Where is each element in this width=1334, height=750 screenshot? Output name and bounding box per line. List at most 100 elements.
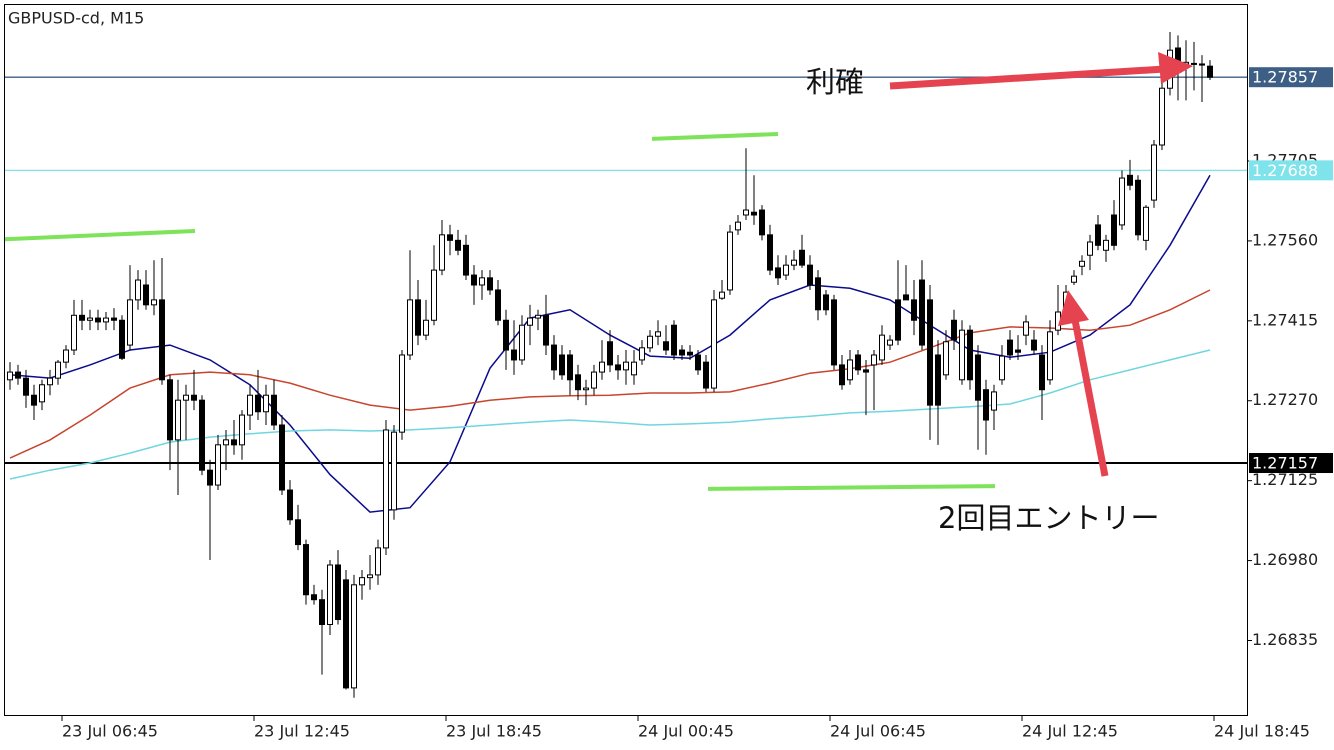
candle-body [863, 369, 869, 373]
candle [1103, 234, 1109, 262]
price-label: 1.27688 [1252, 161, 1318, 180]
candle-body [71, 314, 77, 351]
candle-body [167, 379, 173, 441]
candle [1119, 170, 1125, 230]
candle [767, 224, 773, 276]
candle [999, 345, 1005, 385]
x-tick-label: 24 Jul 12:45 [1022, 722, 1118, 741]
candle [919, 260, 925, 351]
candle [255, 369, 261, 421]
candle [359, 569, 365, 600]
candle-body [999, 355, 1005, 381]
candle-body [319, 599, 325, 626]
candle-body [935, 354, 941, 406]
candle [671, 320, 677, 360]
candle [95, 309, 101, 331]
candle [575, 364, 581, 401]
price-label-box [1249, 160, 1333, 181]
candle-body [1095, 224, 1101, 246]
candle-body [191, 394, 197, 401]
candle [327, 560, 333, 635]
candle [319, 589, 325, 675]
candle-body [1007, 339, 1013, 356]
candle [423, 299, 429, 341]
candle-body [535, 314, 541, 319]
candle [727, 224, 733, 295]
candle-body [367, 574, 373, 579]
candle-body [879, 334, 885, 361]
candle [79, 299, 85, 331]
candle [1039, 345, 1045, 421]
candle [7, 362, 13, 390]
candle-body [663, 341, 669, 351]
candle-body [351, 584, 357, 689]
candle-body [775, 267, 781, 279]
candle [519, 315, 525, 365]
candle-body [343, 579, 349, 689]
price-label: 1.27157 [1252, 454, 1318, 473]
candle-body [815, 277, 821, 311]
candle-body [39, 384, 45, 403]
x-tick-label: 24 Jul 00:45 [638, 722, 734, 741]
candle [855, 350, 861, 375]
candle [175, 379, 181, 495]
candle [495, 280, 501, 326]
candle-body [751, 211, 757, 216]
candle [503, 309, 509, 370]
candle-body [687, 351, 693, 356]
annotation: 2回目エントリー [938, 501, 1159, 535]
candle [839, 354, 845, 390]
candle-body [983, 389, 989, 421]
candle-body [495, 289, 501, 321]
y-tick-label: 1.27270 [1252, 390, 1318, 409]
candle-body [143, 284, 149, 306]
candle-body [207, 469, 213, 486]
candle-body [743, 209, 749, 216]
candle [407, 250, 413, 360]
candle-body [967, 329, 973, 381]
candle [871, 350, 877, 411]
candle-body [399, 354, 405, 433]
candle [623, 350, 629, 385]
candle-body [711, 299, 717, 389]
candle [607, 330, 613, 373]
candle-body [175, 399, 181, 441]
candle-body [119, 319, 125, 359]
candle-body [239, 414, 245, 446]
candle-body [431, 269, 437, 321]
moving-average [9, 289, 1211, 459]
candle [127, 265, 133, 351]
y-tick-label: 1.26980 [1252, 550, 1318, 569]
candle-body [383, 429, 389, 549]
candle [351, 574, 357, 698]
candle-body [479, 277, 485, 286]
trendline [4, 228, 196, 242]
candle-body [1111, 214, 1117, 246]
candle [1111, 200, 1117, 251]
candle [639, 340, 645, 365]
candle-body [943, 341, 949, 376]
candle-body [767, 234, 773, 271]
candle-body [247, 394, 253, 416]
candle-body [111, 317, 117, 321]
candle [559, 345, 565, 380]
candle-body [7, 371, 13, 381]
candle-body [839, 364, 845, 386]
candle-body [575, 374, 581, 391]
candle-body [199, 399, 205, 471]
candle [415, 280, 421, 346]
candle [1071, 270, 1077, 285]
candle [463, 234, 469, 281]
candle [447, 224, 453, 256]
candle-body [1127, 174, 1133, 186]
candle-body [271, 394, 277, 426]
candle [863, 359, 869, 416]
candle [479, 270, 485, 300]
candle-body [1023, 321, 1029, 336]
annotation: 利確 [806, 65, 864, 99]
candle-body [1159, 87, 1165, 146]
candle [927, 284, 933, 440]
candle [679, 345, 685, 360]
candle [807, 255, 813, 290]
